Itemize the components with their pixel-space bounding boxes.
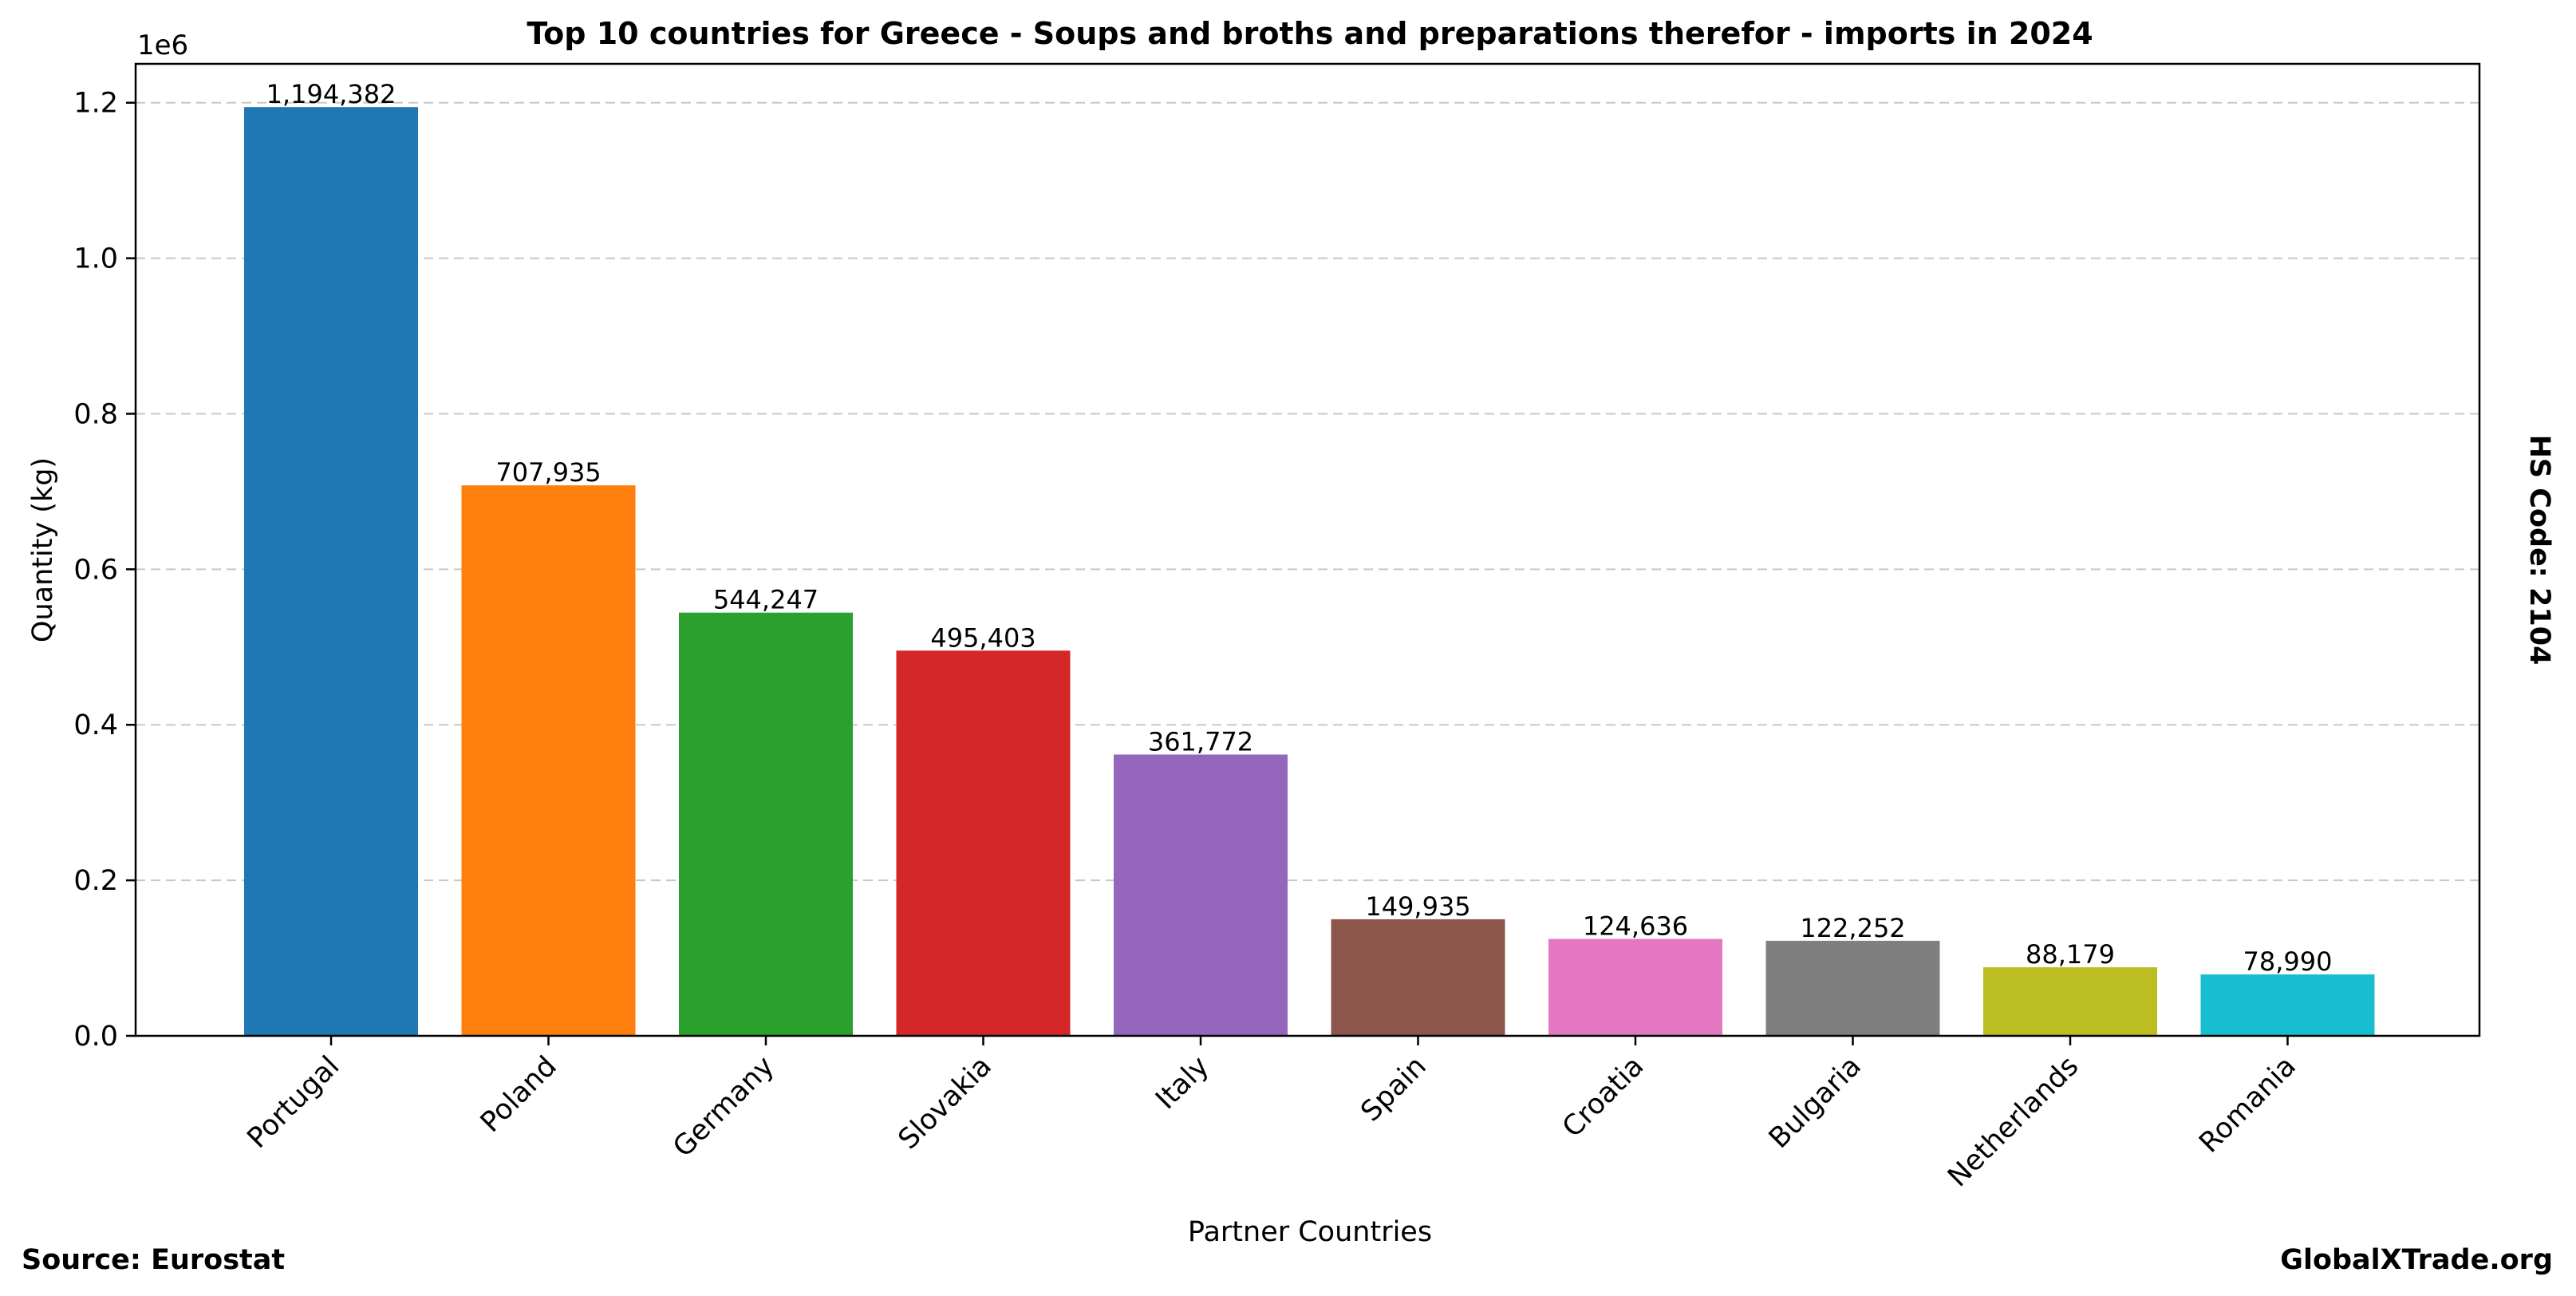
bar-germany: [679, 612, 853, 1036]
y-tick-label: 0.6: [73, 554, 118, 586]
y-axis-ticks: 0.0 0.2 0.4 0.6 0.8 1.0 1.2: [73, 88, 136, 1053]
bar-value-label: 78,990: [2243, 946, 2333, 977]
x-tick-label: Croatia: [1556, 1050, 1650, 1144]
bar-value-label: 544,247: [713, 585, 819, 615]
bar-value-label: 124,636: [1583, 911, 1688, 942]
bar-portugal: [244, 107, 418, 1036]
x-tick-label: Netherlands: [1942, 1050, 2085, 1193]
y-tick-label: 0.0: [73, 1021, 118, 1053]
y-axis-label: Quantity (kg): [27, 457, 59, 642]
x-axis-label: Partner Countries: [1188, 1216, 1432, 1248]
x-tick-label: Bulgaria: [1763, 1050, 1868, 1155]
bar-slovakia: [896, 650, 1071, 1036]
bar-value-label: 707,935: [495, 457, 601, 488]
y-tick-label: 0.4: [73, 709, 118, 741]
source-label: Source: Eurostat: [22, 1244, 285, 1276]
y-tick-label: 1.0: [73, 243, 118, 275]
y-tick-label: 0.8: [73, 398, 118, 430]
x-axis-ticks: Portugal Poland Germany Slovakia Italy Spain C…: [242, 1036, 2302, 1193]
bar-value-label: 88,179: [2026, 939, 2115, 970]
bar-value-label: 495,403: [930, 622, 1036, 653]
grid-lines: [136, 101, 2479, 882]
bar-spain: [1331, 919, 1505, 1036]
plot-area-frame: [134, 62, 2481, 1037]
x-tick-label: Spain: [1355, 1050, 1432, 1128]
x-tick-label: Poland: [475, 1050, 563, 1139]
bars: [244, 107, 2375, 1036]
bar-romania: [2200, 974, 2375, 1036]
y-tick-label: 1.2: [73, 88, 118, 120]
bar-value-label: 149,935: [1365, 891, 1470, 922]
chart-title: Top 10 countries for Greece - Soups and …: [527, 16, 2093, 51]
bar-croatia: [1548, 938, 1722, 1036]
x-tick-label: Italy: [1150, 1050, 1215, 1116]
x-tick-label: Germany: [667, 1050, 780, 1164]
y-tick-label: 0.2: [73, 865, 118, 897]
bar-bulgaria: [1765, 940, 1940, 1036]
x-tick-label: Slovakia: [893, 1050, 998, 1156]
bar-value-label: 1,194,382: [266, 79, 396, 109]
brand-label: GlobalXTrade.org: [2280, 1244, 2553, 1276]
bar-value-label: 361,772: [1148, 726, 1253, 757]
bar-italy: [1114, 754, 1288, 1036]
bar-value-labels: 1,194,382 707,935 544,247 495,403 361,772 149…: [266, 79, 2333, 977]
y-axis-offset-label: 1e6: [137, 30, 188, 61]
bar-netherlands: [1983, 967, 2157, 1036]
hs-code-label: HS Code: 2104: [2523, 435, 2555, 666]
bar-poland: [461, 485, 636, 1036]
x-tick-label: Romania: [2193, 1050, 2302, 1160]
x-tick-label: Portugal: [242, 1050, 346, 1155]
bar-value-label: 122,252: [1800, 913, 1905, 943]
